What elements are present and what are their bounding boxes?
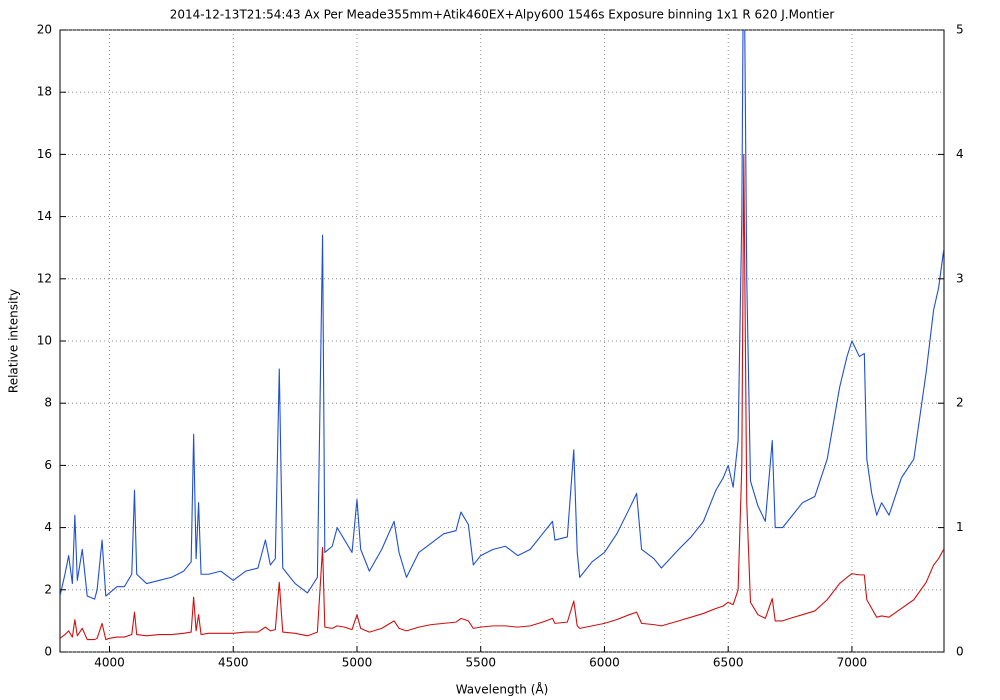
y2-tick-label: 5 bbox=[956, 23, 964, 37]
chart-title: 2014-12-13T21:54:43 Ax Per Meade355mm+At… bbox=[170, 8, 835, 22]
y-tick-label: 4 bbox=[44, 520, 52, 534]
y2-tick-label: 1 bbox=[956, 520, 964, 534]
x-tick-label: 5000 bbox=[342, 656, 373, 670]
series-line bbox=[60, 30, 944, 600]
y-tick-label: 0 bbox=[44, 645, 52, 659]
series-line bbox=[60, 153, 944, 641]
y-tick-label: 12 bbox=[37, 271, 52, 285]
x-axis-label: Wavelength (Å) bbox=[456, 682, 549, 697]
x-tick-label: 5500 bbox=[465, 656, 496, 670]
series-lines bbox=[60, 30, 944, 641]
y-tick-label: 14 bbox=[37, 209, 52, 223]
y2-tick-label: 0 bbox=[956, 645, 964, 659]
y-tick-label: 16 bbox=[37, 147, 52, 161]
grid bbox=[60, 29, 944, 653]
x-tick-label: 7000 bbox=[837, 656, 868, 670]
y2-tick-label: 4 bbox=[956, 147, 964, 161]
x-tick-label: 4000 bbox=[94, 656, 125, 670]
y-tick-label: 8 bbox=[44, 396, 52, 410]
y-tick-label: 10 bbox=[37, 334, 52, 348]
x-tick-label: 4500 bbox=[218, 656, 249, 670]
y-tick-label: 20 bbox=[37, 23, 52, 37]
y-tick-label: 2 bbox=[44, 582, 52, 596]
x-tick-label: 6000 bbox=[589, 656, 620, 670]
y-tick-label: 6 bbox=[44, 458, 52, 472]
y-axis-label: Relative intensity bbox=[7, 289, 21, 393]
y2-tick-label: 3 bbox=[956, 271, 964, 285]
y2-tick-label: 2 bbox=[956, 396, 964, 410]
x-tick-label: 6500 bbox=[713, 656, 744, 670]
y-tick-label: 18 bbox=[37, 85, 52, 99]
